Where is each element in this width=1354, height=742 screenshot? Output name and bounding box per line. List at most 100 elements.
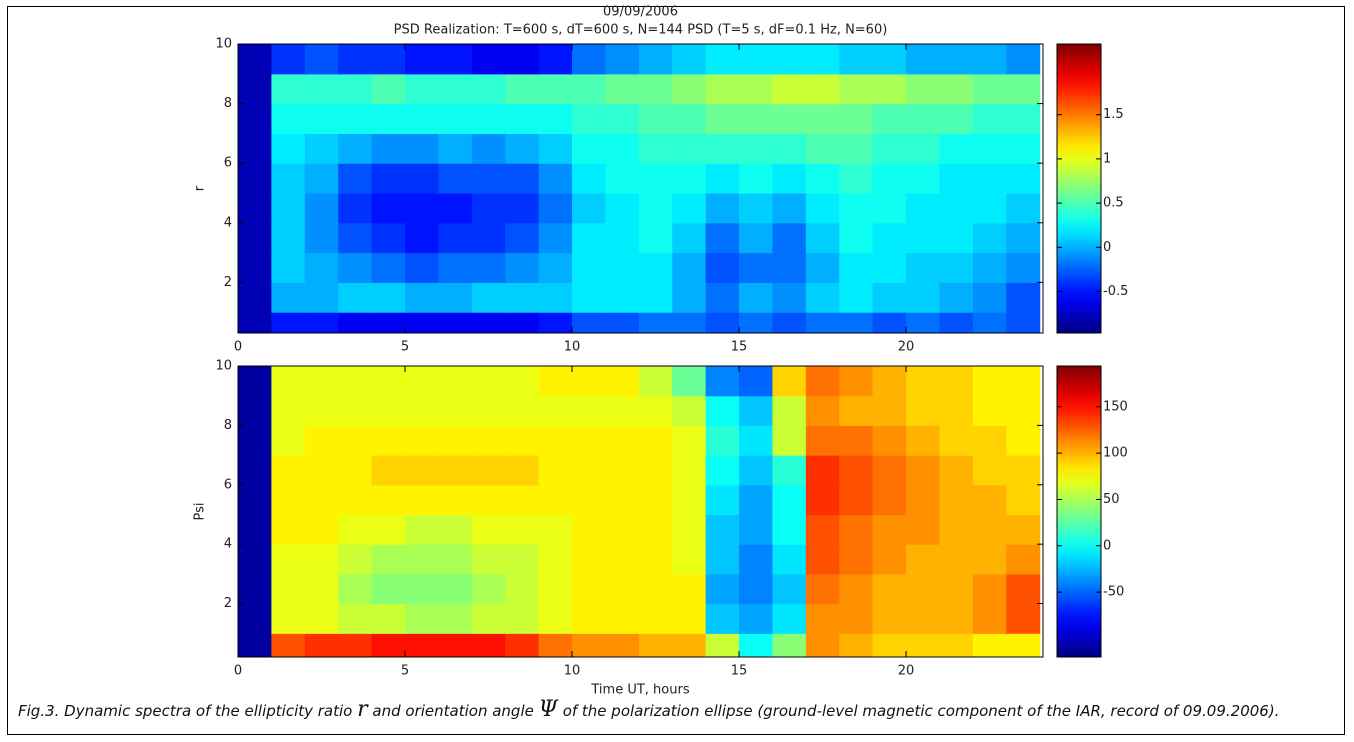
cell <box>371 425 406 456</box>
cell <box>972 366 1007 397</box>
cell <box>438 544 473 575</box>
cell <box>939 395 974 426</box>
cell <box>672 484 707 516</box>
cell <box>839 366 874 397</box>
cell <box>605 455 640 486</box>
cell <box>471 455 506 486</box>
cell <box>705 282 740 313</box>
cell <box>805 633 840 657</box>
cell <box>939 44 974 75</box>
cell <box>872 366 907 397</box>
cell <box>572 455 607 486</box>
cell <box>605 192 640 224</box>
cell <box>572 484 607 516</box>
x-tick-label: 10 <box>564 340 581 355</box>
cell <box>371 73 406 105</box>
cell <box>906 603 941 634</box>
cell <box>638 44 673 75</box>
cell <box>705 366 740 397</box>
cell <box>906 633 941 657</box>
cell <box>271 573 306 605</box>
cell <box>772 133 807 164</box>
cell <box>772 312 807 333</box>
cell <box>572 252 607 283</box>
cell <box>939 252 974 283</box>
cell <box>238 282 273 313</box>
cell <box>505 514 540 545</box>
y-tick-label: 6 <box>224 477 232 492</box>
cell <box>304 133 339 164</box>
cell <box>271 163 306 194</box>
cell <box>739 73 774 105</box>
cell <box>638 455 673 486</box>
cell <box>238 514 273 545</box>
colorbar-tick-label: 100 <box>1103 446 1128 461</box>
cell <box>805 44 840 75</box>
cell <box>739 425 774 456</box>
cell <box>438 133 473 164</box>
cell <box>839 484 874 516</box>
cell <box>739 103 774 134</box>
cell <box>271 633 306 657</box>
cell <box>772 44 807 75</box>
cell <box>605 484 640 516</box>
cell <box>438 163 473 194</box>
cell <box>471 514 506 545</box>
cell <box>906 44 941 75</box>
cell <box>939 514 974 545</box>
cell <box>972 192 1007 224</box>
cell <box>906 252 941 283</box>
cell <box>672 73 707 105</box>
cell <box>672 163 707 194</box>
cell <box>338 192 373 224</box>
cell <box>872 73 907 105</box>
cell <box>505 163 540 194</box>
cell <box>906 573 941 605</box>
cell <box>505 192 540 224</box>
cell <box>805 603 840 634</box>
cell <box>972 252 1007 283</box>
cell <box>805 544 840 575</box>
cell <box>371 133 406 164</box>
cell <box>338 73 373 105</box>
cell <box>972 163 1007 194</box>
cell <box>271 44 306 75</box>
cell <box>505 484 540 516</box>
cell <box>471 133 506 164</box>
cell <box>271 73 306 105</box>
cell <box>872 103 907 134</box>
cell <box>304 163 339 194</box>
cell <box>538 603 573 634</box>
colorbar-tick-label: 0 <box>1103 538 1111 553</box>
cell <box>972 425 1007 456</box>
cell <box>271 282 306 313</box>
y-tick-label: 2 <box>224 275 232 290</box>
cell <box>438 425 473 456</box>
cell <box>805 73 840 105</box>
x-tick-label: 20 <box>898 664 915 679</box>
cell <box>672 312 707 333</box>
cell <box>238 366 273 397</box>
cell <box>906 484 941 516</box>
cell <box>772 573 807 605</box>
cell <box>438 484 473 516</box>
cell <box>572 366 607 397</box>
cell <box>772 366 807 397</box>
cell <box>338 133 373 164</box>
cell <box>672 282 707 313</box>
cell <box>972 133 1007 164</box>
cell <box>939 425 974 456</box>
cell <box>505 425 540 456</box>
cell <box>572 133 607 164</box>
cell <box>972 514 1007 545</box>
cell <box>1006 544 1041 575</box>
cell <box>304 73 339 105</box>
cell <box>438 44 473 75</box>
cell <box>739 312 774 333</box>
colorbar-tick-label: 1 <box>1103 151 1111 166</box>
cell <box>371 366 406 397</box>
cell <box>505 544 540 575</box>
colorbar-tick-label: 0.5 <box>1103 196 1124 211</box>
cell <box>471 282 506 313</box>
cell <box>471 544 506 575</box>
